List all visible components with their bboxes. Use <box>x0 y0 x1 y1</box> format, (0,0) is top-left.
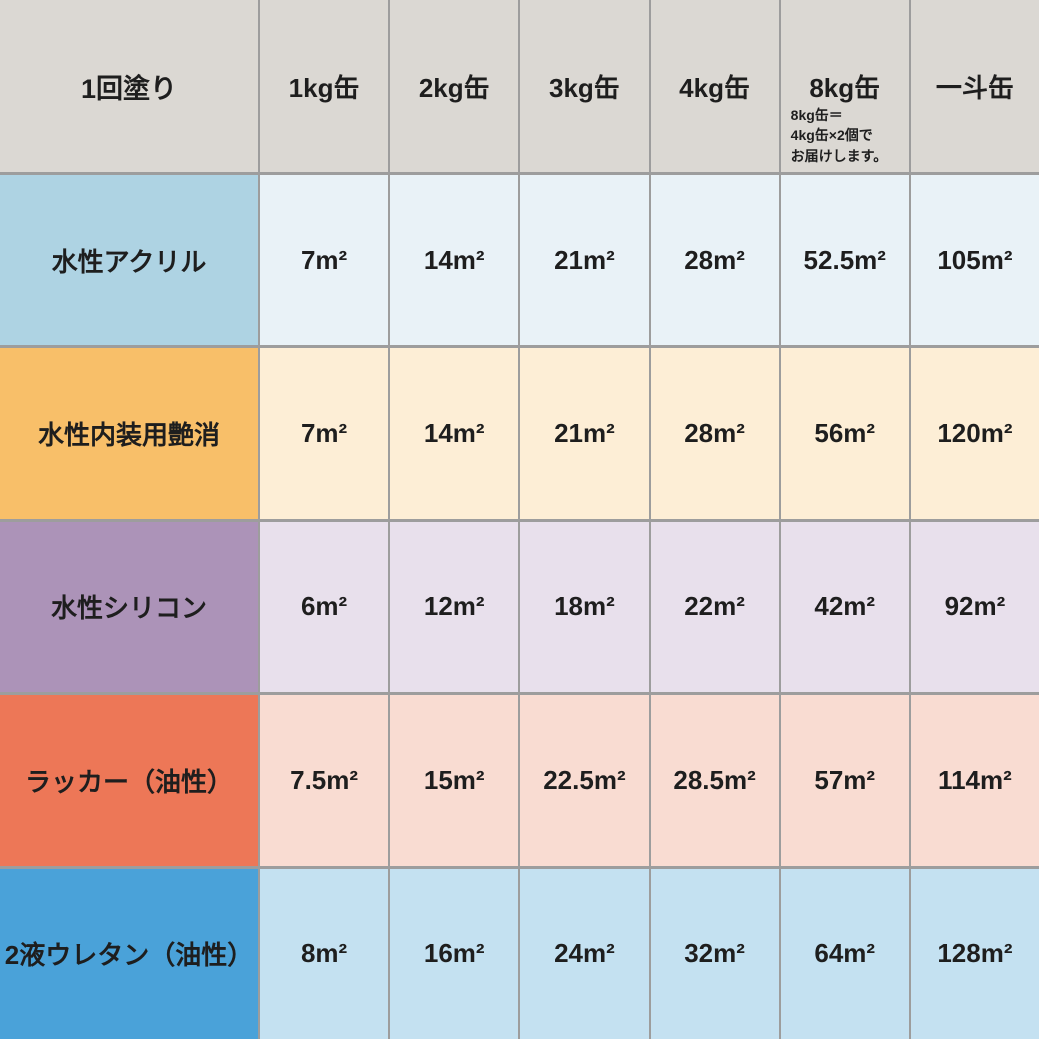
column-header-4kg: 4kg缶 <box>650 0 779 172</box>
coverage-cell: 28m² <box>650 348 779 519</box>
column-header-itto: 一斗缶 <box>910 0 1039 172</box>
row-label-urethane-oil: 2液ウレタン（油性） <box>0 868 258 1039</box>
coverage-cell: 52.5m² <box>780 175 909 346</box>
coverage-cell: 56m² <box>780 348 909 519</box>
row-label-water-acrylic: 水性アクリル <box>0 175 258 346</box>
coverage-cell: 8m² <box>260 868 389 1039</box>
8kg-can-note: 8kg缶＝ 4kg缶×2個で お届けします。 <box>790 107 888 164</box>
coverage-cell: 42m² <box>780 521 909 693</box>
coverage-cell: 15m² <box>390 695 519 866</box>
coverage-cell: 14m² <box>390 175 519 346</box>
coverage-cell: 114m² <box>910 695 1039 866</box>
coverage-cell: 21m² <box>520 348 649 519</box>
column-header-8kg-label: 8kg缶 <box>809 72 881 103</box>
column-header-8kg: 8kg缶 8kg缶＝ 4kg缶×2個で お届けします。 <box>780 0 909 172</box>
coverage-cell: 7m² <box>260 348 389 519</box>
row-label-lacquer-oil: ラッカー（油性） <box>0 695 258 866</box>
coverage-cell: 120m² <box>910 348 1039 519</box>
coverage-cell: 7m² <box>260 175 389 346</box>
column-header-2kg: 2kg缶 <box>390 0 519 172</box>
row-label-water-interior-matte: 水性内装用艶消 <box>0 348 258 519</box>
coverage-cell: 24m² <box>520 868 649 1039</box>
coverage-cell: 22m² <box>650 521 779 693</box>
coverage-cell: 18m² <box>520 521 649 693</box>
coverage-cell: 105m² <box>910 175 1039 346</box>
coverage-cell: 14m² <box>390 348 519 519</box>
row-label-water-silicone: 水性シリコン <box>0 521 258 693</box>
coverage-cell: 28.5m² <box>650 695 779 866</box>
column-header-3kg: 3kg缶 <box>520 0 649 172</box>
coverage-cell: 64m² <box>780 868 909 1039</box>
corner-header: 1回塗り <box>0 0 258 172</box>
coverage-cell: 6m² <box>260 521 389 693</box>
coverage-cell: 21m² <box>520 175 649 346</box>
coverage-cell: 57m² <box>780 695 909 866</box>
coverage-cell: 128m² <box>910 868 1039 1039</box>
coverage-cell: 16m² <box>390 868 519 1039</box>
coverage-cell: 7.5m² <box>260 695 389 866</box>
coverage-cell: 28m² <box>650 175 779 346</box>
coverage-cell: 92m² <box>910 521 1039 693</box>
coverage-cell: 32m² <box>650 868 779 1039</box>
coverage-cell: 22.5m² <box>520 695 649 866</box>
column-header-1kg: 1kg缶 <box>260 0 389 172</box>
coverage-cell: 12m² <box>390 521 519 693</box>
